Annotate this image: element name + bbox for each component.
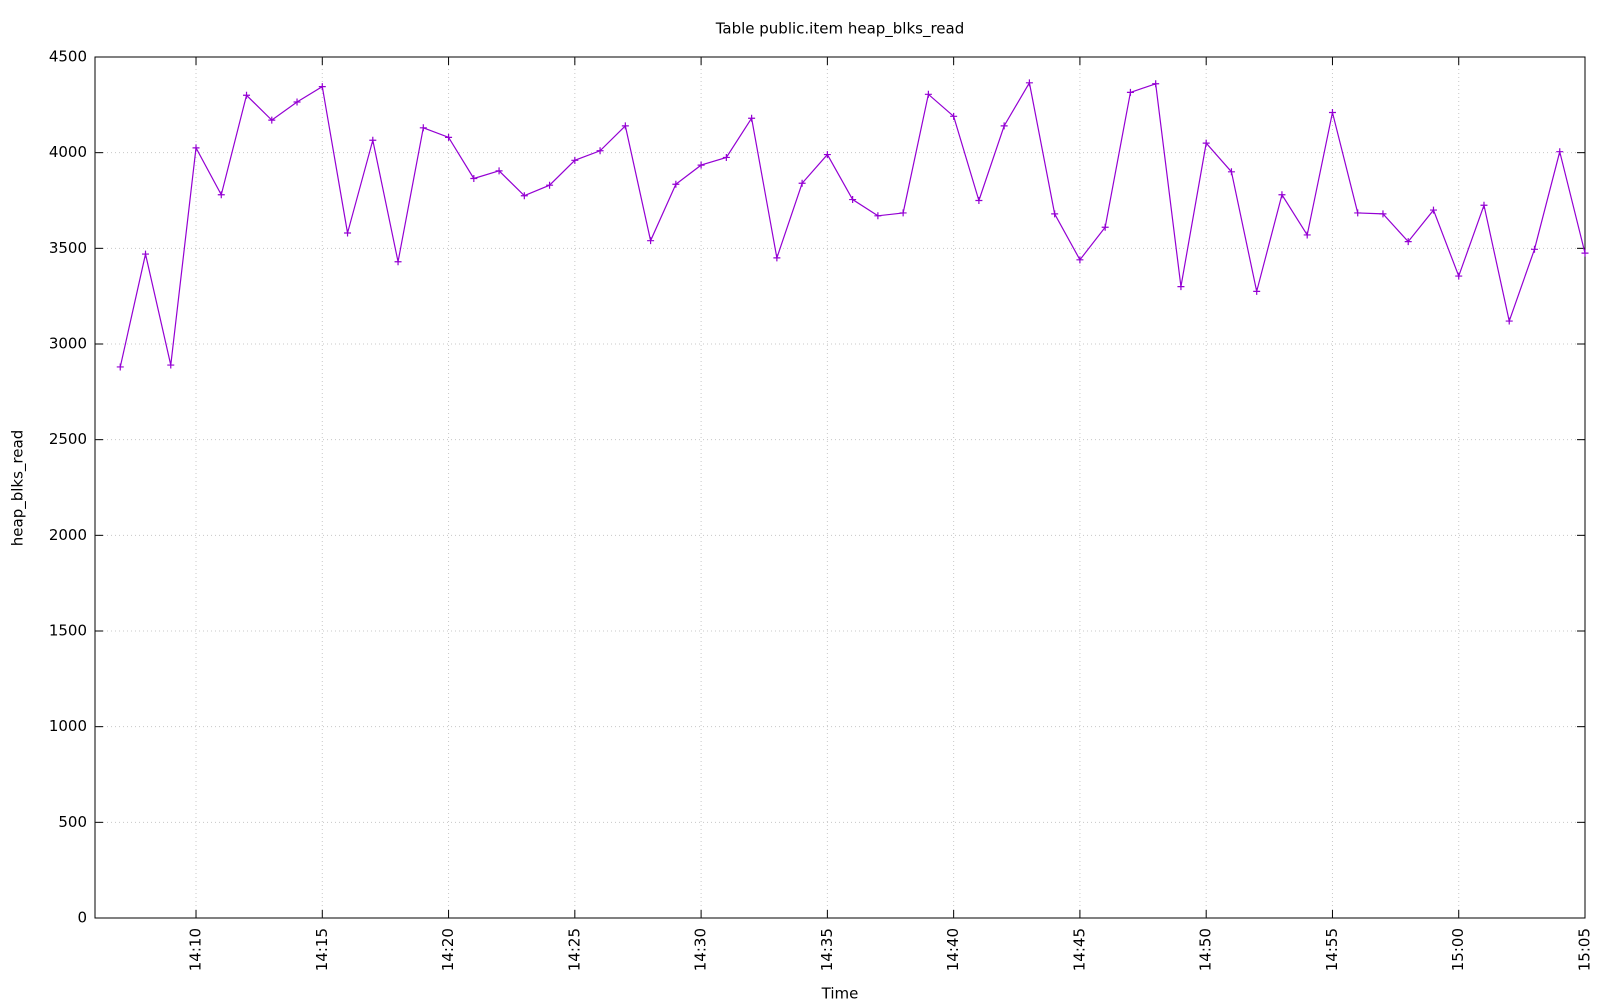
x-tick-label: 14:45 [1070, 928, 1088, 971]
x-tick-label: 14:15 [313, 928, 331, 971]
data-point [1303, 231, 1311, 239]
y-tick-label: 3000 [49, 335, 87, 353]
x-tick-label: 14:25 [565, 928, 583, 971]
data-point [1429, 206, 1437, 214]
x-tick-label: 14:10 [187, 928, 205, 971]
data-point [823, 151, 831, 159]
data-point [217, 191, 225, 199]
data-point [1556, 148, 1564, 156]
data-point [293, 98, 301, 106]
data-point [546, 181, 554, 189]
data-point [1227, 168, 1235, 176]
data-point [369, 136, 377, 144]
data-point [243, 91, 251, 99]
data-point [697, 161, 705, 169]
data-point [672, 180, 680, 188]
data-point [116, 363, 124, 371]
data-point [950, 112, 958, 120]
data-point [167, 361, 175, 369]
data-point [1202, 139, 1210, 147]
y-tick-label: 1000 [49, 717, 87, 735]
x-tick-label: 14:55 [1323, 928, 1341, 971]
data-point [621, 122, 629, 130]
data-point [1126, 88, 1134, 96]
data-point [394, 258, 402, 266]
data-point [520, 192, 528, 200]
data-point [849, 196, 857, 204]
x-tick-label: 14:35 [818, 928, 836, 971]
data-point [318, 83, 326, 91]
data-point [975, 197, 983, 204]
data-point [924, 90, 932, 98]
data-point [722, 153, 730, 161]
data-point [1480, 201, 1488, 209]
data-point [1581, 249, 1589, 257]
y-tick-label: 2000 [49, 526, 87, 544]
y-tick-label: 2500 [49, 430, 87, 448]
data-point [571, 156, 579, 164]
data-point [1379, 210, 1387, 218]
data-point [1354, 209, 1362, 217]
plot-frame [94, 56, 1586, 919]
data-point [419, 124, 427, 132]
data-point [798, 179, 806, 187]
chart-title: Table public.item heap_blks_read [715, 20, 965, 39]
y-tick-label: 0 [77, 909, 87, 927]
x-axis-label: Time [821, 985, 859, 1000]
y-axis-label: heap_blks_read [9, 430, 28, 546]
data-point [1101, 223, 1109, 231]
data-point [899, 209, 907, 217]
y-tick-label: 3500 [49, 239, 87, 257]
data-point [1404, 238, 1412, 246]
data-point [1076, 256, 1084, 264]
y-tick-label: 500 [58, 813, 87, 831]
x-tick-label: 15:05 [1576, 928, 1594, 971]
data-point [495, 167, 503, 175]
x-tick-label: 15:00 [1449, 928, 1467, 971]
data-line [119, 81, 1586, 368]
x-tick-label: 14:20 [439, 928, 457, 971]
data-point [1253, 287, 1261, 295]
y-tick-label: 4000 [49, 143, 87, 161]
data-point [1177, 283, 1185, 291]
data-point [1328, 108, 1336, 116]
data-point [1025, 79, 1033, 87]
data-point [1455, 272, 1463, 280]
data-point [1530, 245, 1538, 253]
x-tick-label: 14:50 [1197, 928, 1215, 971]
data-point [1278, 191, 1286, 199]
data-point [596, 147, 604, 155]
data-point [1000, 122, 1008, 130]
data-point [874, 212, 882, 220]
data-point [445, 133, 453, 141]
data-point [1152, 80, 1160, 88]
x-tick-label: 14:30 [692, 928, 710, 971]
data-point [773, 254, 781, 262]
data-point [192, 144, 200, 152]
data-point [142, 250, 150, 258]
x-tick-label: 14:40 [944, 928, 962, 971]
data-point [268, 116, 276, 124]
data-point [1505, 317, 1513, 325]
data-point [1051, 210, 1059, 218]
y-tick-label: 1500 [49, 622, 87, 640]
data-point [748, 114, 756, 122]
data-point [344, 229, 352, 237]
data-point [470, 174, 478, 182]
y-tick-label: 4500 [49, 48, 87, 66]
data-point [647, 237, 655, 245]
